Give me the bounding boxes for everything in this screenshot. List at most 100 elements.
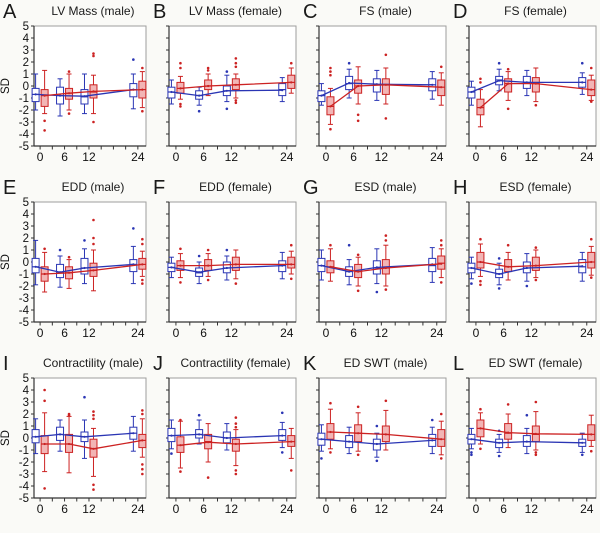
outlier-point (347, 243, 351, 247)
y-tick-label: 2 (23, 57, 29, 69)
trend-point (320, 94, 323, 97)
outlier-point (234, 61, 238, 65)
trend-line-blue (35, 432, 134, 438)
x-axis: 0 6 12 24 (37, 146, 145, 164)
outlier-point (234, 57, 238, 60)
x-tick-label: 6 (500, 326, 507, 340)
outlier-point (67, 413, 71, 417)
x-tick-label: 6 (500, 150, 507, 164)
outlier-point (234, 416, 238, 419)
trend-point (92, 90, 95, 93)
outlier-point (225, 70, 229, 73)
x-tick-label: 24 (131, 326, 145, 340)
outlier-point (329, 243, 332, 247)
outlier-point (497, 257, 501, 260)
trend-point (179, 444, 182, 447)
trend-point (384, 433, 387, 436)
outlier-point (534, 103, 538, 107)
trend-line-blue (471, 265, 583, 275)
outlier-point (83, 239, 86, 242)
box (587, 251, 596, 269)
outlier-point (92, 218, 95, 222)
x-tick-label: 12 (225, 326, 239, 340)
y-tick-label: -1 (19, 269, 29, 281)
y-tick-label: 3 (23, 221, 29, 233)
outlier-point (375, 290, 379, 294)
panel-i: -5 -4 -3 -2 -1 0 1 2 3 4 5 0 6 12 24 SD I Contractility (… (0, 352, 150, 528)
outlier-point (92, 417, 95, 421)
panel-letter: H (453, 177, 467, 199)
trend-point (348, 440, 351, 443)
trend-point (470, 90, 473, 94)
trend-line-blue (321, 438, 433, 445)
trend-point (440, 438, 443, 441)
x-tick-label: 24 (280, 326, 294, 340)
outlier-point (289, 277, 293, 281)
x-tick-label: 12 (225, 502, 239, 516)
x-tick-label: 12 (525, 326, 539, 340)
outlier-point (92, 410, 95, 413)
trend-point (58, 433, 62, 436)
y-tick-label: 5 (23, 197, 29, 209)
outlier-point (225, 248, 229, 252)
trend-point (141, 88, 144, 91)
outlier-point (439, 412, 443, 416)
y-tick-label: -5 (19, 141, 29, 153)
outlier-point (589, 449, 593, 453)
trend-point (225, 436, 228, 440)
panel-d: 0 6 12 24 D FS (female) (450, 0, 600, 176)
outlier-point (141, 467, 144, 471)
panel-letter: A (3, 1, 17, 23)
outlier-point (439, 243, 443, 247)
outlier-point (506, 107, 510, 111)
y-tick-label: -5 (19, 493, 29, 505)
x-axis: 0 6 12 24 (323, 146, 444, 164)
outlier-point (141, 66, 144, 70)
trend-point (198, 433, 201, 436)
x-tick-label: 24 (580, 502, 594, 516)
x-tick-label: 12 (525, 150, 539, 164)
x-tick-label: 6 (200, 502, 207, 516)
outlier-point (92, 488, 95, 491)
trend-point (207, 441, 210, 444)
box (531, 256, 540, 271)
trend-point (83, 95, 86, 98)
y-tick-label: -2 (19, 281, 29, 293)
x-tick-label: 24 (430, 150, 444, 164)
panel-title: ESD (female) (499, 180, 571, 194)
panel-h: 0 6 12 24 H ESD (female) (450, 176, 600, 352)
outlier-point (234, 472, 238, 476)
panel-title: EDD (female) (199, 180, 272, 194)
outlier-point (497, 454, 501, 458)
x-tick-label: 24 (280, 502, 294, 516)
outlier-point (141, 237, 144, 241)
x-tick-label: 12 (525, 502, 539, 516)
trend-point (470, 266, 473, 270)
outlier-point (356, 405, 360, 409)
trend-point (170, 434, 173, 437)
outlier-point (329, 73, 332, 77)
outlier-point (92, 236, 95, 240)
x-tick-label: 0 (473, 150, 480, 164)
trend-point (92, 269, 95, 272)
x-tick-label: 0 (37, 150, 44, 164)
outlier-point (206, 278, 210, 282)
trend-point (179, 87, 182, 90)
trend-point (590, 88, 593, 91)
panel-letter: K (303, 353, 317, 375)
y-tick-label: -3 (19, 117, 29, 129)
y-axis-title: SD (0, 254, 12, 270)
outlier-point (206, 66, 210, 70)
outlier-point (329, 401, 332, 405)
trend-point (225, 89, 228, 92)
x-tick-label: 6 (350, 326, 357, 340)
x-tick-label: 6 (61, 502, 68, 516)
trend-point (207, 84, 210, 88)
box (476, 251, 485, 269)
trend-point (207, 264, 210, 267)
x-tick-label: 6 (350, 150, 357, 164)
x-tick-label: 12 (82, 326, 96, 340)
trend-point (440, 262, 443, 265)
panel-b: 0 6 12 24 B LV Mass (female) (150, 0, 300, 176)
